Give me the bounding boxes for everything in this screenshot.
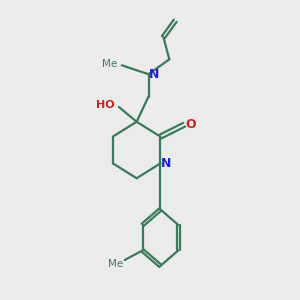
Text: HO: HO	[96, 100, 115, 110]
Text: N: N	[149, 68, 159, 81]
Text: Me: Me	[108, 259, 123, 269]
Text: O: O	[185, 118, 196, 131]
Text: Me: Me	[102, 59, 117, 69]
Text: N: N	[160, 157, 171, 170]
